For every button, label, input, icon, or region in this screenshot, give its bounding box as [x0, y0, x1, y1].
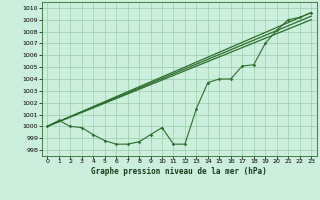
X-axis label: Graphe pression niveau de la mer (hPa): Graphe pression niveau de la mer (hPa)	[91, 167, 267, 176]
